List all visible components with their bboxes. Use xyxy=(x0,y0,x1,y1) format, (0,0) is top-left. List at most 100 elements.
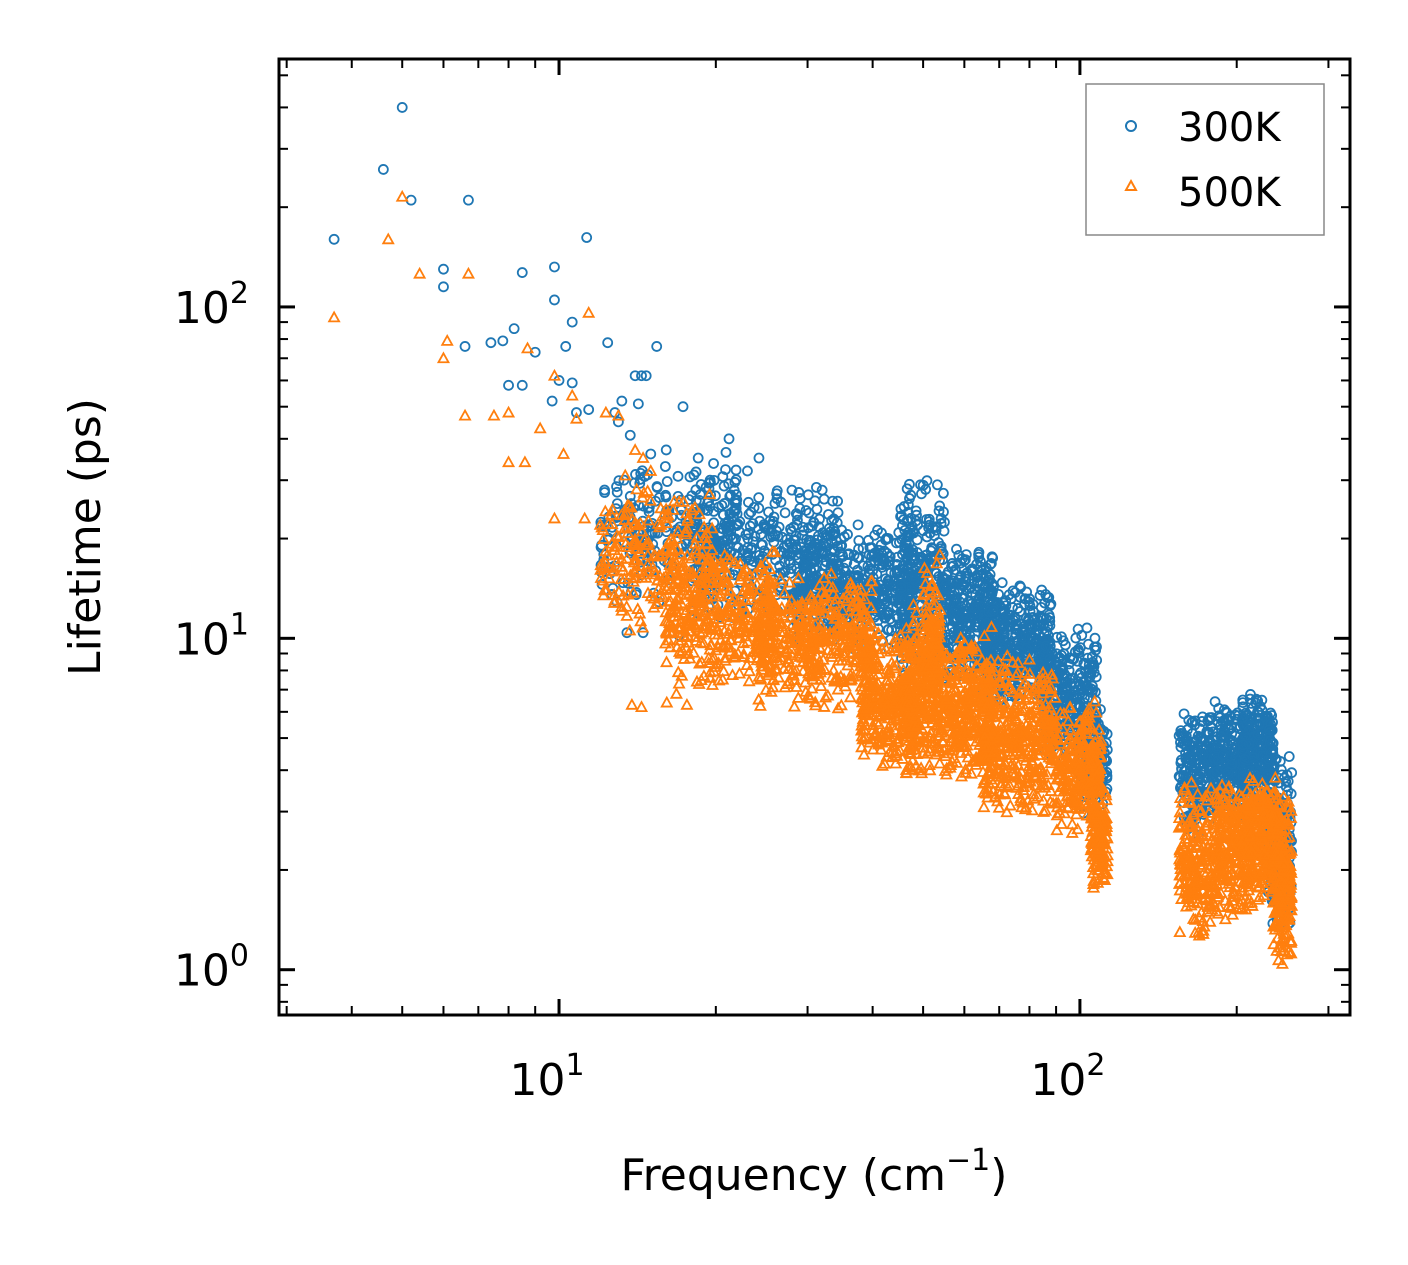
point-300k xyxy=(742,547,754,559)
point-300k xyxy=(961,612,972,624)
point-300k xyxy=(788,587,800,599)
point-300k xyxy=(621,627,633,639)
point-300k xyxy=(939,516,950,528)
point-300k xyxy=(790,541,802,552)
point-300k xyxy=(616,395,628,407)
point-300k xyxy=(660,444,672,456)
point-300k xyxy=(723,478,735,490)
point-300k xyxy=(747,518,759,530)
point-300k xyxy=(828,513,840,525)
point-300k xyxy=(910,515,922,527)
point-300k xyxy=(729,476,741,488)
point-300k xyxy=(709,490,721,502)
point-300k xyxy=(1009,623,1021,635)
point-300k xyxy=(942,566,954,578)
point-300k xyxy=(720,464,731,475)
point-300k xyxy=(793,566,805,578)
point-300k xyxy=(624,429,636,441)
point-300k xyxy=(730,489,742,501)
point-300k xyxy=(985,558,997,569)
point-300k xyxy=(957,578,968,590)
point-300k xyxy=(803,535,815,546)
point-300k xyxy=(787,546,799,558)
point-300k xyxy=(813,577,825,589)
point-300k xyxy=(953,549,965,561)
point-300k xyxy=(760,523,771,534)
point-300k xyxy=(583,404,595,416)
point-300k xyxy=(771,485,783,497)
point-300k xyxy=(753,492,765,504)
point-300k xyxy=(869,529,881,541)
point-300k xyxy=(808,562,820,574)
point-300k xyxy=(885,592,897,604)
point-300k xyxy=(637,627,649,639)
point-300k xyxy=(438,263,449,275)
point-300k xyxy=(931,479,943,491)
point-300k xyxy=(877,559,888,571)
point-300k xyxy=(837,551,849,563)
point-300k xyxy=(990,627,1002,639)
point-300k xyxy=(902,527,914,538)
point-300k xyxy=(967,565,979,577)
point-300k xyxy=(886,624,897,636)
point-300k xyxy=(1003,589,1015,601)
point-300k xyxy=(599,484,610,496)
point-300k xyxy=(909,550,921,562)
point-300k xyxy=(730,464,742,476)
point-300k xyxy=(818,493,830,505)
point-300k xyxy=(852,564,863,576)
point-300k xyxy=(503,379,514,391)
point-300k xyxy=(896,605,908,617)
point-300k xyxy=(734,526,745,538)
point-300k xyxy=(729,506,741,517)
point-300k xyxy=(677,401,689,413)
point-300k xyxy=(921,514,932,525)
point-300k xyxy=(794,493,806,504)
point-300k xyxy=(1009,611,1021,623)
point-300k xyxy=(901,573,913,585)
point-300k xyxy=(767,516,779,527)
point-300k xyxy=(880,558,892,570)
point-300k xyxy=(717,471,729,483)
point-300k xyxy=(868,549,880,561)
point-300k xyxy=(549,261,560,273)
point-300k xyxy=(835,540,847,552)
point-300k xyxy=(1024,606,1036,618)
point-300k xyxy=(896,534,908,546)
point-300k xyxy=(881,533,893,545)
point-300k xyxy=(753,452,765,464)
point-300k xyxy=(904,478,915,490)
point-300k xyxy=(624,490,636,502)
point-300k xyxy=(779,565,791,577)
point-300k xyxy=(891,623,903,634)
point-300k xyxy=(1020,630,1032,641)
point-300k xyxy=(377,164,389,175)
point-300k xyxy=(651,482,663,494)
point-300k xyxy=(629,370,641,382)
point-300k xyxy=(643,501,655,513)
data-points xyxy=(327,102,1299,969)
point-300k xyxy=(793,487,805,498)
point-300k xyxy=(771,493,783,505)
point-300k xyxy=(800,505,812,516)
point-300k xyxy=(742,465,753,477)
point-300k xyxy=(875,539,887,551)
point-300k xyxy=(634,473,646,485)
point-300k xyxy=(1010,628,1022,639)
point-300k xyxy=(792,514,803,526)
point-300k xyxy=(898,563,910,575)
point-300k xyxy=(640,370,652,382)
point-300k xyxy=(1009,631,1021,643)
point-300k xyxy=(826,515,838,527)
point-300k xyxy=(744,520,756,532)
point-300k xyxy=(852,519,864,531)
point-300k xyxy=(832,495,844,507)
point-300k xyxy=(463,194,474,206)
point-300k xyxy=(902,499,914,511)
point-300k xyxy=(684,471,696,483)
point-300k xyxy=(938,487,949,499)
point-300k xyxy=(645,448,657,460)
point-300k xyxy=(866,542,877,553)
point-300k xyxy=(642,502,654,514)
point-300k xyxy=(757,539,768,551)
